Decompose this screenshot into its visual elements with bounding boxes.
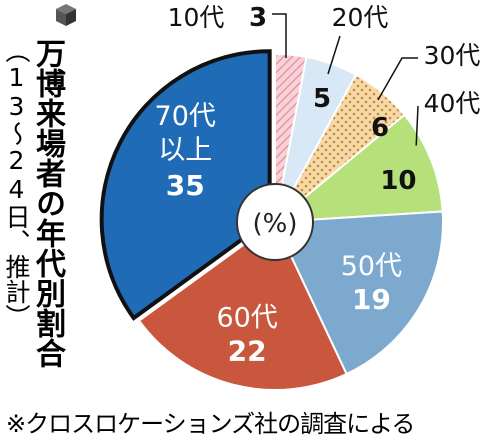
pie-slice-4 bbox=[273, 210, 444, 376]
slice-value-2: 6 bbox=[371, 113, 389, 143]
pie-slice-6 bbox=[99, 49, 272, 321]
footnote: ※クロスロケーションズ社の調査による bbox=[6, 410, 415, 438]
leader-line-2 bbox=[377, 57, 418, 101]
slice-label-6-cont: 以上 bbox=[158, 135, 212, 166]
slice-value-1: 5 bbox=[313, 84, 331, 114]
slice-label-2: 30代 bbox=[424, 41, 481, 70]
leader-line-1 bbox=[327, 35, 341, 75]
slice-value-0: 3 bbox=[249, 3, 267, 33]
chart-title: 万博来場者の年代別割合 bbox=[30, 38, 65, 368]
cube-logo-icon bbox=[56, 4, 76, 26]
slice-label-0: 10代 bbox=[168, 3, 225, 32]
leader-line-3 bbox=[415, 105, 419, 146]
chart-title-block: 万博来場者の年代別割合 （13～24日、推計） bbox=[2, 6, 65, 406]
slice-label-3: 40代 bbox=[424, 89, 481, 118]
slice-value-6: 35 bbox=[166, 169, 205, 202]
pie-slice-5 bbox=[137, 220, 348, 391]
center-hole bbox=[236, 183, 314, 261]
leader-line-0 bbox=[272, 13, 287, 58]
slice-label-4: 50代 bbox=[341, 251, 402, 282]
slice-value-4: 19 bbox=[352, 283, 391, 316]
slice-value-5: 22 bbox=[228, 334, 267, 367]
slice-value-3: 10 bbox=[380, 166, 416, 196]
chart-subtitle: （13～24日、推計） bbox=[2, 38, 31, 329]
pie-slice-3 bbox=[271, 113, 444, 224]
slice-label-6: 70代 bbox=[155, 101, 216, 132]
slice-label-5: 60代 bbox=[216, 302, 277, 333]
center-unit-label: (%) bbox=[253, 209, 298, 239]
slice-label-1: 20代 bbox=[332, 3, 389, 32]
